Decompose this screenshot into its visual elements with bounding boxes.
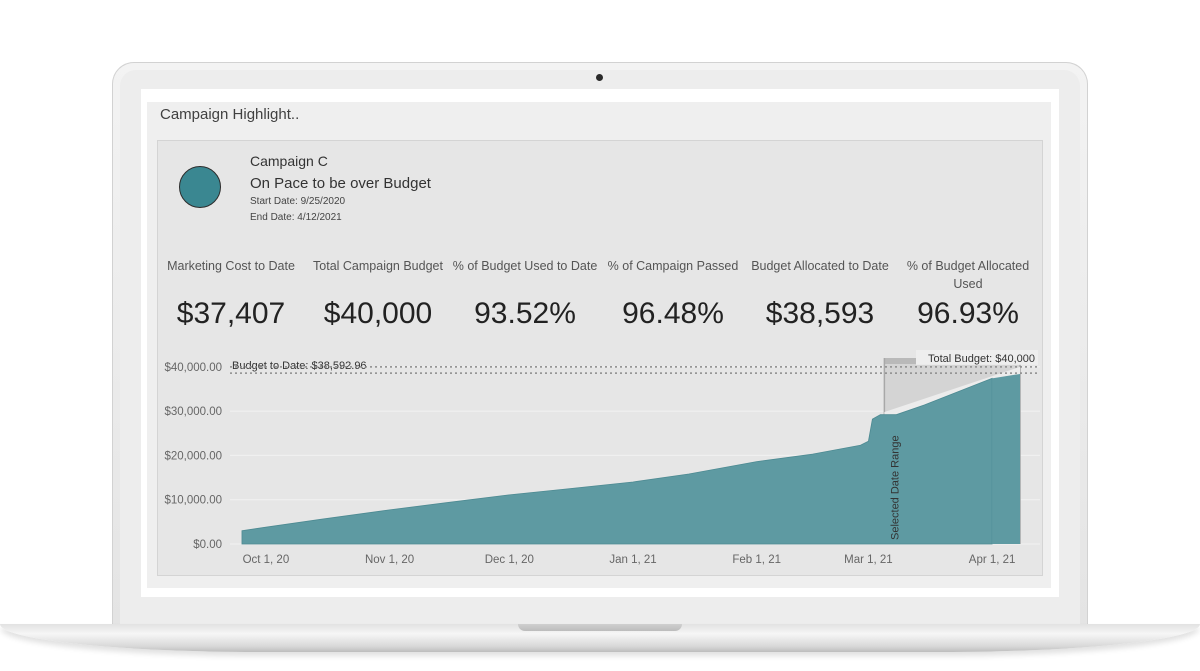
campaign-end-date: End Date: 4/12/2021 — [250, 212, 342, 223]
y-tick-label: $10,000.00 — [164, 495, 222, 507]
webcam-icon — [596, 74, 603, 81]
spend-area — [241, 377, 993, 545]
kpi-label: % of Budget Allocated Used — [906, 259, 1030, 291]
x-tick-label: Jan 1, 21 — [609, 554, 656, 566]
x-tick-label: Nov 1, 20 — [365, 554, 414, 566]
kpi-marketing-cost[interactable]: Marketing Cost to Date $37,407 — [157, 257, 305, 331]
kpi-campaign-passed[interactable]: % of Campaign Passed 96.48% — [599, 257, 747, 331]
kpi-label: % of Campaign Passed — [607, 259, 739, 273]
spend-area-chart[interactable]: $0.00 $10,000.00 $20,000.00 $30,000.00 $40,0… — [157, 350, 1043, 576]
kpi-total-budget[interactable]: Total Campaign Budget $40,000 — [304, 257, 452, 331]
total-budget-label-bg — [916, 350, 1038, 365]
campaign-status-indicator[interactable] — [179, 166, 221, 208]
x-tick-label: Apr 1, 21 — [969, 554, 1016, 566]
kpi-value: 93.52% — [474, 297, 576, 330]
y-tick-label: $30,000.00 — [164, 406, 222, 418]
x-tick-label: Feb 1, 21 — [732, 554, 781, 566]
dashboard-title: Campaign Highlight.. — [160, 106, 300, 123]
kpi-allocated-used[interactable]: % of Budget Allocated Used 96.93% — [894, 257, 1042, 331]
kpi-label: Budget Allocated to Date — [751, 259, 889, 273]
kpi-label: Total Campaign Budget — [313, 259, 443, 273]
kpi-budget-allocated[interactable]: Budget Allocated to Date $38,593 — [746, 257, 894, 331]
campaign-name: Campaign C — [250, 153, 328, 169]
spend-area-extension — [992, 373, 1021, 544]
kpi-value: 96.93% — [917, 297, 1019, 330]
budget-to-date-label: Budget to Date: $38,592.96 — [232, 360, 367, 372]
kpi-label: % of Budget Used to Date — [452, 259, 598, 273]
y-tick-label: $0.00 — [193, 539, 222, 551]
total-budget-label: Total Budget: $40,000 — [928, 353, 1035, 365]
x-tick-label: Oct 1, 20 — [243, 554, 290, 566]
kpi-value: $37,407 — [176, 297, 286, 330]
x-tick-label: Dec 1, 20 — [485, 554, 534, 566]
budget-to-date-label-bg — [230, 358, 378, 373]
campaign-status: On Pace to be over Budget — [250, 175, 431, 192]
kpi-budget-used[interactable]: % of Budget Used to Date 93.52% — [451, 257, 599, 331]
kpi-label: Marketing Cost to Date — [167, 259, 295, 273]
y-tick-label: $40,000.00 — [164, 362, 222, 374]
selected-range-label: Selected Date Range — [889, 435, 901, 540]
y-tick-label: $20,000.00 — [164, 450, 222, 462]
kpi-value: 96.48% — [622, 297, 724, 330]
kpi-value: $38,593 — [765, 297, 875, 330]
laptop-base-notch — [518, 624, 682, 631]
campaign-start-date: Start Date: 9/25/2020 — [250, 196, 346, 207]
kpi-value: $40,000 — [323, 297, 433, 330]
x-tick-label: Mar 1, 21 — [844, 554, 893, 566]
